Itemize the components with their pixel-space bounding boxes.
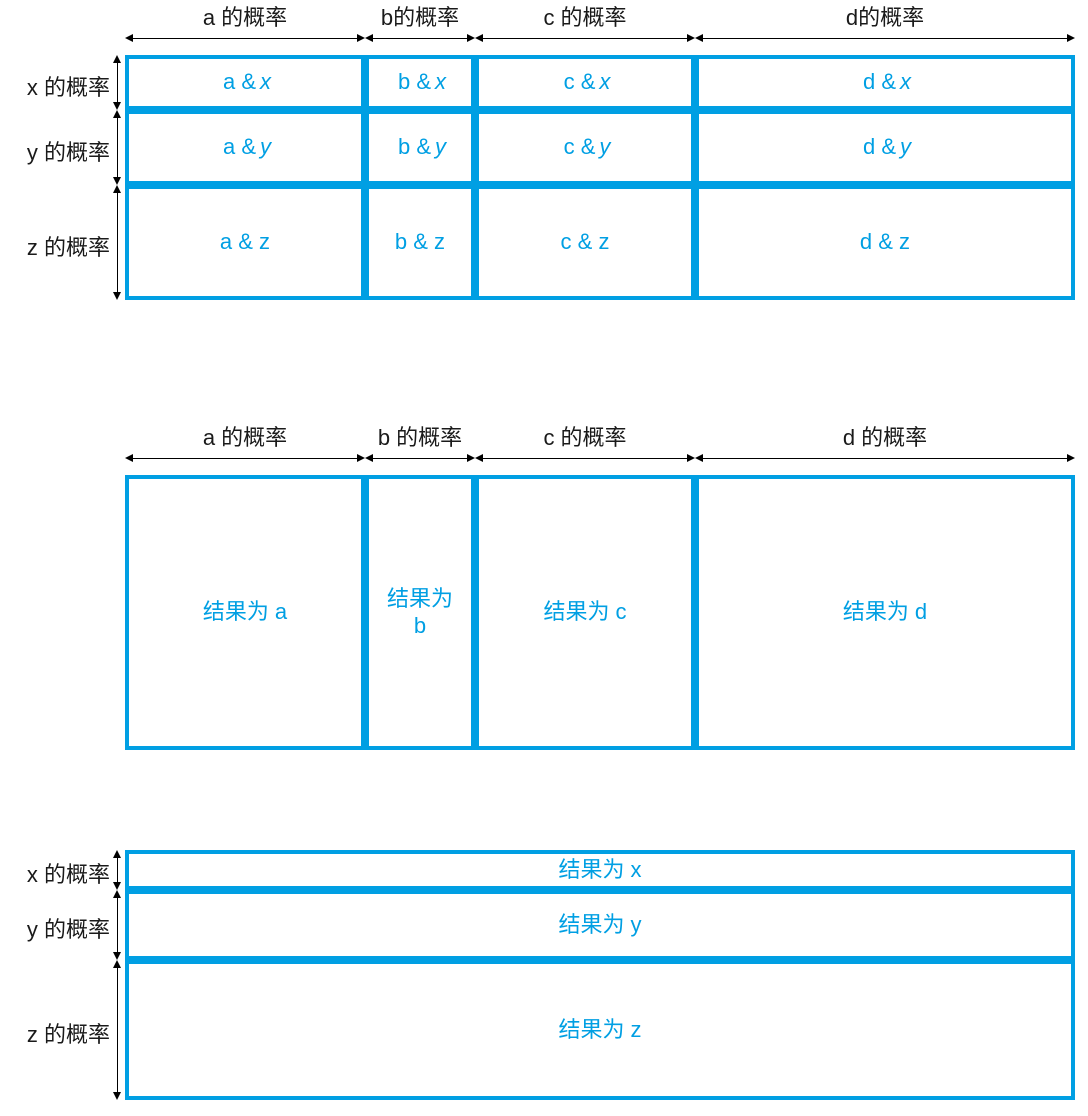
cell-text-italic: x xyxy=(900,69,911,95)
cell-text-italic: x xyxy=(435,69,446,95)
cell-text-italic: y xyxy=(260,134,271,160)
cell-text: 结果为 x xyxy=(554,857,645,883)
diagram-joint: a 的概率b的概率c 的概率d的概率x 的概率y 的概率z 的概率a & xb … xyxy=(0,0,1088,300)
cell-text: 结果为 c xyxy=(539,599,630,625)
joint-cell: d & x xyxy=(695,55,1075,110)
row-label: y 的概率 xyxy=(0,135,110,167)
cell-text: 结果为 a xyxy=(199,599,291,625)
cell-text: c & z xyxy=(557,229,614,255)
joint-cell: d & z xyxy=(695,185,1075,300)
row-result-cell: 结果为 z xyxy=(125,960,1075,1100)
cell-text: 结果为 y xyxy=(554,912,645,938)
col-label: b的概率 xyxy=(365,0,475,32)
cell-text: d & z xyxy=(856,229,914,255)
col-label: d 的概率 xyxy=(695,420,1075,452)
cell-text: c & xyxy=(560,134,600,160)
cell-text: 结果为 b xyxy=(383,586,457,639)
diagram-row-marginal: x 的概率 y 的概率 z 的概率 结果为 x 结果为 y 结果为 z xyxy=(0,850,1088,1100)
row-label: z 的概率 xyxy=(0,1017,110,1049)
diagram-col-marginal: a 的概率b 的概率c 的概率d 的概率结果为 a 结果为 b 结果为 c 结果为 d xyxy=(0,420,1088,750)
col-result-cell: 结果为 b xyxy=(365,475,475,750)
col-result-cell: 结果为 c xyxy=(475,475,695,750)
cell-text: a & xyxy=(219,69,260,95)
cell-text: c & xyxy=(560,69,600,95)
cell-text-italic: y xyxy=(435,134,446,160)
cell-text: 结果为 d xyxy=(839,599,931,625)
cell-text: 结果为 z xyxy=(554,1017,645,1043)
row-result-cell: 结果为 y xyxy=(125,890,1075,960)
col-label: a 的概率 xyxy=(125,420,365,452)
joint-cell: b & x xyxy=(365,55,475,110)
joint-cell: c & z xyxy=(475,185,695,300)
col-label: c 的概率 xyxy=(475,420,695,452)
row-label: x 的概率 xyxy=(0,70,110,102)
cell-text: b & xyxy=(394,134,435,160)
row-result-cell: 结果为 x xyxy=(125,850,1075,890)
row-label: z 的概率 xyxy=(0,230,110,262)
cell-text: b & xyxy=(394,69,435,95)
joint-cell: d & y xyxy=(695,110,1075,185)
joint-cell: a & z xyxy=(125,185,365,300)
cell-text: b & z xyxy=(391,229,449,255)
row-label: y 的概率 xyxy=(0,912,110,944)
cell-text-italic: y xyxy=(900,134,911,160)
cell-text: a & xyxy=(219,134,260,160)
col-result-cell: 结果为 a xyxy=(125,475,365,750)
col-label: d的概率 xyxy=(695,0,1075,32)
joint-cell: b & z xyxy=(365,185,475,300)
cell-text-italic: x xyxy=(599,69,610,95)
joint-cell: a & y xyxy=(125,110,365,185)
col-label: c 的概率 xyxy=(475,0,695,32)
col-label: a 的概率 xyxy=(125,0,365,32)
col-result-cell: 结果为 d xyxy=(695,475,1075,750)
cell-text: d & xyxy=(859,69,900,95)
joint-cell: c & y xyxy=(475,110,695,185)
cell-text-italic: y xyxy=(599,134,610,160)
joint-cell: a & x xyxy=(125,55,365,110)
col-label: b 的概率 xyxy=(365,420,475,452)
cell-text: a & z xyxy=(216,229,274,255)
cell-text-italic: x xyxy=(260,69,271,95)
row-label: x 的概率 xyxy=(0,857,110,889)
cell-text: d & xyxy=(859,134,900,160)
joint-cell: c & x xyxy=(475,55,695,110)
joint-cell: b & y xyxy=(365,110,475,185)
